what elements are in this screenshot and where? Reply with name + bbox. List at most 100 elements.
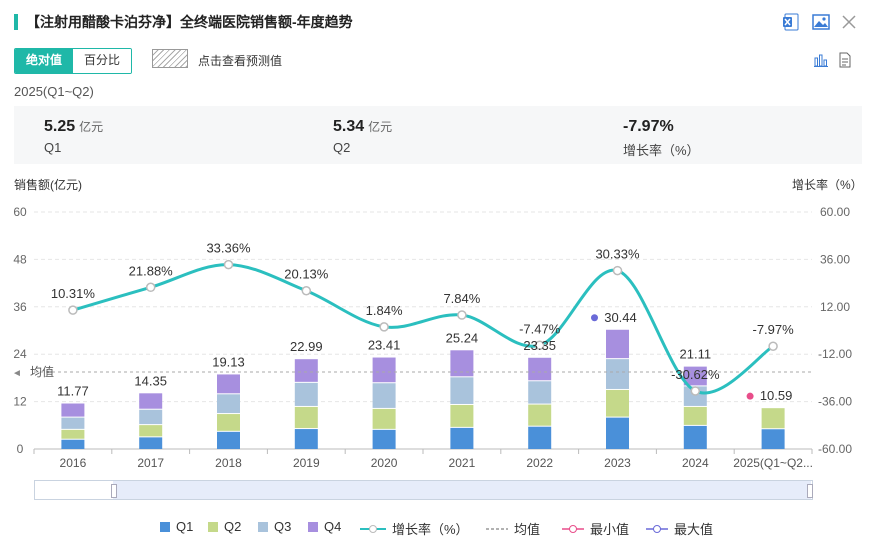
y2-tick-label: 36.00	[820, 252, 850, 266]
summary-q2: 5.34 亿元 Q2	[333, 118, 392, 155]
excel-export-icon[interactable]	[782, 13, 800, 31]
summary-growth: -7.97% 增长率（%）	[623, 118, 700, 159]
legend-min[interactable]: 最小值	[562, 519, 629, 538]
left-axis-title: 销售额(亿元)	[14, 178, 82, 192]
forecast-label[interactable]: 点击查看预测值	[198, 54, 283, 68]
bar-q3	[61, 417, 85, 429]
average-arrow: ◄	[12, 368, 22, 379]
growth-point	[534, 340, 545, 351]
x-tick-label: 2019	[293, 456, 320, 470]
legend-q4-swatch	[308, 521, 318, 532]
growth-point	[612, 265, 623, 276]
max-marker	[591, 314, 598, 322]
right-axis-title: 增长率（%）	[792, 178, 863, 192]
bar-q1	[683, 425, 707, 449]
min-marker	[746, 392, 754, 400]
legend-average-swatch	[486, 527, 508, 530]
bar-total-label: 23.41	[368, 338, 401, 353]
growth-point	[68, 305, 78, 315]
bar-q4	[139, 393, 163, 409]
growth-point	[457, 310, 467, 320]
y2-tick-label: -60.00	[818, 442, 852, 456]
q1-label: Q1	[44, 140, 62, 155]
growth-label: -7.97%	[752, 322, 794, 337]
bar-total-label: 23.35	[523, 338, 556, 353]
bar-q4	[606, 329, 629, 359]
bar-q1	[139, 437, 163, 449]
legend-q2-label: Q2	[224, 519, 242, 534]
legend-q3-label: Q3	[274, 519, 292, 534]
bar-q2	[683, 406, 707, 425]
bar-q3	[606, 359, 629, 389]
bar-q1	[606, 417, 629, 449]
bar-q3	[294, 382, 318, 406]
bar-total-label: 14.35	[134, 373, 167, 388]
q2-label: Q2	[333, 140, 351, 155]
legend-q3-swatch	[258, 521, 268, 532]
table-view-icon[interactable]	[836, 51, 854, 69]
growth-point	[223, 259, 234, 270]
bar-q3	[450, 377, 474, 404]
range-slider-left-handle[interactable]	[111, 484, 117, 498]
legend-q1-label: Q1	[176, 519, 194, 534]
legend-q1[interactable]: Q1	[160, 519, 193, 534]
y2-tick-label: 60.00	[820, 205, 850, 219]
close-icon[interactable]	[840, 13, 858, 31]
x-tick-label: 2021	[449, 456, 476, 470]
y2-tick-label: -12.00	[818, 347, 852, 361]
tab-percentage[interactable]: 百分比	[73, 49, 132, 73]
bar-total-label: 30.44	[604, 310, 637, 325]
x-tick-label: 2018	[215, 456, 242, 470]
legend-q4-label: Q4	[324, 519, 342, 534]
legend-q3[interactable]: Q3	[258, 519, 291, 534]
bar-q4	[450, 350, 474, 377]
legend-q2[interactable]: Q2	[208, 519, 241, 534]
summary-panel: 5.25 亿元 Q1 5.34 亿元 Q2 -7.97% 增长率（%）	[14, 106, 862, 164]
bar-q4	[217, 374, 240, 394]
range-slider-right-handle[interactable]	[807, 484, 813, 498]
growth-label: 33.36%	[206, 241, 251, 256]
value-mode-tabs: 绝对值 百分比	[14, 48, 133, 74]
bar-total-label: 10.59	[760, 388, 793, 403]
bar-q2	[372, 408, 396, 429]
bar-q3	[372, 383, 396, 408]
legend-average[interactable]: 均值	[486, 519, 540, 538]
legend-q4[interactable]: Q4	[308, 519, 341, 534]
x-tick-label: 2025(Q1~Q2...	[733, 456, 813, 470]
legend-growth-swatch	[360, 524, 386, 533]
legend-growth[interactable]: 增长率（%）	[360, 519, 469, 538]
average-label: 均值	[30, 364, 54, 379]
growth-label: -30.62%	[671, 367, 720, 382]
period-label: 2025(Q1~Q2)	[14, 84, 94, 99]
legend-max[interactable]: 最大值	[646, 519, 713, 538]
legend-min-swatch	[562, 524, 584, 533]
bar-q1	[528, 426, 552, 449]
page-title: 【注射用醋酸卡泊芬净】全终端医院销售额-年度趋势	[26, 14, 353, 30]
bar-q4	[61, 403, 85, 417]
image-export-icon[interactable]	[812, 13, 830, 31]
bar-q2	[450, 404, 474, 427]
bar-q2	[139, 425, 163, 437]
legend-min-label: 最小值	[590, 522, 630, 537]
growth-label: 7.84%	[443, 291, 480, 306]
y-tick-label: 48	[13, 252, 27, 266]
range-slider-selection[interactable]	[113, 481, 811, 499]
legend-q1-swatch	[160, 521, 170, 532]
q1-unit: 亿元	[79, 120, 104, 134]
bar-q2	[761, 408, 785, 429]
growth-point	[690, 386, 701, 396]
bar-q4	[683, 366, 707, 386]
growth-point	[301, 285, 312, 296]
range-slider[interactable]	[34, 480, 813, 500]
bar-chart-view-icon[interactable]	[812, 51, 830, 69]
growth-line	[72, 263, 774, 395]
bar-total-label: 22.99	[290, 339, 323, 354]
bar-q1	[217, 431, 240, 449]
bar-total-label: 11.77	[57, 384, 89, 399]
bar-total-label: 19.13	[212, 354, 245, 369]
y-tick-label: 12	[13, 395, 27, 409]
forecast-toggle[interactable]	[152, 49, 188, 68]
x-tick-label: 2024	[682, 456, 709, 470]
chart-area: 0 12 24 36 48 60 -60.00 -36.00 -12.00 12.00 36.00…	[12, 205, 852, 470]
tab-absolute[interactable]: 绝对值	[15, 49, 74, 73]
